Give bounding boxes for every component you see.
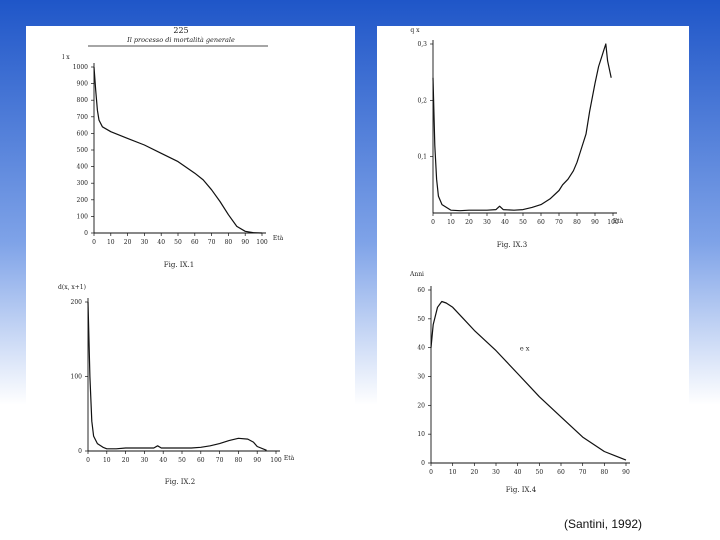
fig1-series-line bbox=[93, 66, 263, 234]
fig4-chart: 0 10 20 30 40 50 60 70 80 90 0 10 20 30 40 50 60 Anni Fig.… bbox=[409, 271, 630, 494]
fig1-y-tick-label: 600 bbox=[77, 130, 89, 137]
fig1-x-tick-label: 0 bbox=[92, 239, 96, 246]
fig1-chart: 0 10 20 30 40 50 60 70 80 90 100010020030040050060… bbox=[62, 54, 283, 269]
fig2-x-tick-label: 30 bbox=[141, 457, 149, 464]
fig2-y-tick-label: 0 bbox=[78, 448, 82, 455]
fig2-x-tick-label: 50 bbox=[178, 457, 186, 464]
fig3-x-tick-label: 50 bbox=[519, 219, 527, 226]
fig2-x-tick-label: 100 bbox=[270, 457, 282, 464]
fig2-x-tick-label: 70 bbox=[216, 457, 224, 464]
fig4-y-tick-label: 50 bbox=[417, 316, 425, 323]
fig3-x-tick-label: 30 bbox=[483, 219, 491, 226]
fig1-x-tick-label: 60 bbox=[191, 239, 199, 246]
fig1-y-tick-label: 200 bbox=[77, 197, 89, 204]
fig3-x-tick-label: 100 bbox=[607, 219, 619, 226]
fig3-x-tick-label: 40 bbox=[501, 219, 509, 226]
fig1-y-tick-label: 300 bbox=[77, 180, 89, 187]
fig4-x-tick-label: 60 bbox=[557, 469, 565, 476]
fig2-x-tick-label: 80 bbox=[235, 457, 243, 464]
fig3-figure-label: Fig. IX.3 bbox=[497, 241, 527, 249]
fig4-x-tick-label: 10 bbox=[449, 469, 457, 476]
fig1-y-tick-label: 900 bbox=[77, 81, 89, 88]
fig1-x-tick-label: 90 bbox=[241, 239, 249, 246]
fig4-x-tick-label: 50 bbox=[536, 469, 544, 476]
fig1-y-tick-label: 700 bbox=[77, 114, 89, 121]
fig4-series-label: e x bbox=[520, 345, 530, 353]
fig3-y-tick-label: 0,2 bbox=[417, 97, 427, 104]
fig4-x-tick-label: 40 bbox=[514, 469, 522, 476]
fig2-x-tick-label: 20 bbox=[122, 457, 130, 464]
fig2-x-tick-label: 10 bbox=[103, 457, 111, 464]
fig2-x-tick-label: 60 bbox=[197, 457, 205, 464]
fig4-figure-label: Fig. IX.4 bbox=[506, 486, 537, 494]
fig1-y-tick-label: 1000 bbox=[73, 64, 88, 71]
fig3-y-tick-label: 0,1 bbox=[417, 154, 427, 161]
fig1-y-tick-label: 500 bbox=[77, 147, 89, 154]
fig2-x-tick-label: 90 bbox=[253, 457, 261, 464]
fig1-x-tick-label: 10 bbox=[107, 239, 115, 246]
left-figures-canvas: 225 Il processo di mortalità generale 0 1… bbox=[58, 26, 295, 486]
fig3-x-tick-label: 20 bbox=[465, 219, 473, 226]
fig1-y-tick-label: 800 bbox=[77, 97, 89, 104]
fig2-y-tick-label: 200 bbox=[71, 299, 83, 306]
fig2-chart: 0 10 20 30 40 50 60 70 80 90 100 0 100 200 d(x, x+1) Et… bbox=[58, 284, 295, 486]
fig1-y-tick-label: 0 bbox=[84, 230, 88, 237]
fig3-x-tick-label: 10 bbox=[447, 219, 455, 226]
fig4-x-tick-label: 80 bbox=[601, 469, 609, 476]
fig3-y-axis-label: q x bbox=[410, 27, 420, 34]
page-number: 225 bbox=[173, 26, 188, 35]
left-figure-page: 225 Il processo di mortalità generale 0 1… bbox=[26, 26, 355, 510]
fig1-y-tick-label: 100 bbox=[77, 213, 89, 220]
fig1-y-tick-label: 400 bbox=[77, 164, 89, 171]
fig1-x-tick-label: 30 bbox=[141, 239, 149, 246]
fig2-figure-label: Fig. IX.2 bbox=[165, 478, 195, 486]
fig4-series-line bbox=[430, 300, 627, 461]
right-figure-page: 0 10 20 30 40 50 60 70 80 90 100 0,1 0,2 0,3 q x Età Fig… bbox=[377, 26, 689, 510]
fig4-x-tick-label: 20 bbox=[471, 469, 479, 476]
fig3-x-tick-label: 70 bbox=[555, 219, 563, 226]
fig4-y-tick-label: 60 bbox=[417, 287, 425, 294]
fig2-series-line bbox=[87, 301, 267, 451]
fig3-y-tick-label: 0,3 bbox=[417, 41, 427, 48]
fig1-x-tick-label: 100 bbox=[256, 239, 268, 246]
fig1-figure-label: Fig. IX.1 bbox=[164, 261, 194, 269]
fig2-y-tick-label: 100 bbox=[71, 374, 83, 381]
fig4-y-tick-label: 40 bbox=[417, 345, 425, 352]
fig4-y-tick-label: 10 bbox=[417, 431, 425, 438]
fig1-x-axis-label: Età bbox=[273, 235, 284, 242]
fig3-x-axis-label: Età bbox=[613, 218, 624, 225]
fig4-x-tick-label: 0 bbox=[429, 469, 433, 476]
fig3-chart: 0 10 20 30 40 50 60 70 80 90 100 0,1 0,2 0,3 q x Età Fig… bbox=[410, 27, 623, 249]
fig1-x-tick-label: 80 bbox=[225, 239, 233, 246]
fig3-x-tick-label: 80 bbox=[573, 219, 581, 226]
source-caption: (Santini, 1992) bbox=[564, 517, 643, 531]
fig1-x-tick-label: 70 bbox=[208, 239, 216, 246]
fig2-x-tick-label: 0 bbox=[86, 457, 90, 464]
fig2-x-axis-label: Età bbox=[284, 455, 295, 462]
fig4-x-tick-label: 70 bbox=[579, 469, 587, 476]
fig4-y-axis-label: Anni bbox=[409, 271, 424, 278]
fig1-x-tick-label: 20 bbox=[124, 239, 132, 246]
fig2-x-tick-label: 40 bbox=[159, 457, 167, 464]
fig1-y-axis-label: l x bbox=[62, 54, 70, 61]
fig1-x-tick-label: 40 bbox=[157, 239, 165, 246]
fig2-y-axis-label: d(x, x+1) bbox=[58, 284, 86, 291]
fig4-x-tick-label: 30 bbox=[492, 469, 500, 476]
fig1-x-tick-label: 50 bbox=[174, 239, 182, 246]
fig4-y-tick-label: 0 bbox=[421, 460, 425, 467]
fig3-x-tick-label: 60 bbox=[537, 219, 545, 226]
fig4-x-tick-label: 90 bbox=[622, 469, 630, 476]
fig3-x-tick-label: 0 bbox=[431, 219, 435, 226]
fig4-y-tick-label: 30 bbox=[417, 374, 425, 381]
right-figures-canvas: 0 10 20 30 40 50 60 70 80 90 1000,10,20,3q xEtàFig… bbox=[409, 27, 630, 494]
running-title: Il processo di mortalità generale bbox=[126, 36, 235, 44]
fig3-series-line bbox=[432, 43, 612, 212]
fig4-y-tick-label: 20 bbox=[417, 402, 425, 409]
fig3-x-tick-label: 90 bbox=[591, 219, 599, 226]
